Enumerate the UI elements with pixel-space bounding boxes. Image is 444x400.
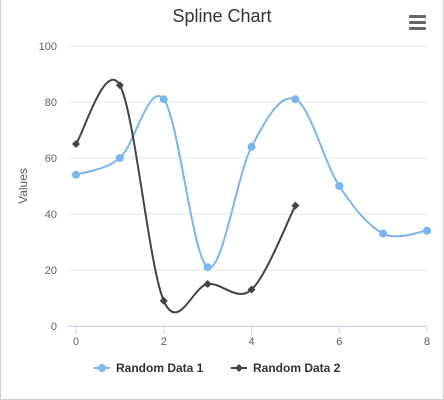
x-tick-label: 8	[424, 336, 430, 348]
y-tick-label: 40	[45, 209, 57, 221]
legend-label: Random Data 2	[253, 361, 341, 375]
series-layer	[72, 78, 431, 314]
x-tick-label: 2	[161, 336, 167, 348]
data-point	[159, 296, 168, 305]
hamburger-menu-icon	[409, 15, 426, 30]
legend-label: Random Data 1	[116, 361, 204, 375]
data-point	[72, 170, 80, 179]
data-point	[291, 95, 300, 104]
chart-title: Spline Chart	[172, 6, 272, 26]
legend-marker	[235, 364, 243, 372]
legend-marker	[98, 364, 106, 372]
series-2	[72, 78, 300, 314]
data-point	[203, 280, 212, 288]
data-point	[335, 182, 344, 190]
axes: Values 0 20 40 60 80 100 0 2 4 6 8	[16, 41, 430, 348]
y-tick-label: 60	[45, 153, 57, 165]
data-point	[115, 81, 124, 90]
data-point	[423, 226, 431, 235]
x-tick-label: 4	[248, 336, 254, 348]
data-point	[72, 140, 80, 148]
y-tick-label: 100	[39, 41, 57, 53]
series-1	[72, 95, 431, 272]
y-axis-title: Values	[16, 168, 30, 204]
data-point	[247, 285, 256, 294]
data-point	[203, 263, 212, 272]
data-point	[159, 95, 168, 104]
series-line	[75, 95, 428, 269]
chart-menu-button[interactable]	[403, 10, 433, 36]
series-line	[75, 78, 297, 314]
legend-item-1[interactable]: Random Data 1	[94, 361, 204, 375]
x-tick-label: 6	[336, 336, 342, 348]
legend: Random Data 1 Random Data 2	[94, 361, 341, 375]
y-tick-label: 0	[51, 321, 57, 333]
y-tick-label: 80	[45, 97, 57, 109]
data-point	[379, 229, 388, 238]
data-point	[115, 154, 124, 162]
data-point	[247, 142, 256, 151]
legend-item-2[interactable]: Random Data 2	[231, 361, 341, 375]
x-tick-label: 0	[73, 336, 79, 348]
y-tick-label: 20	[45, 265, 57, 277]
data-point	[291, 201, 300, 210]
